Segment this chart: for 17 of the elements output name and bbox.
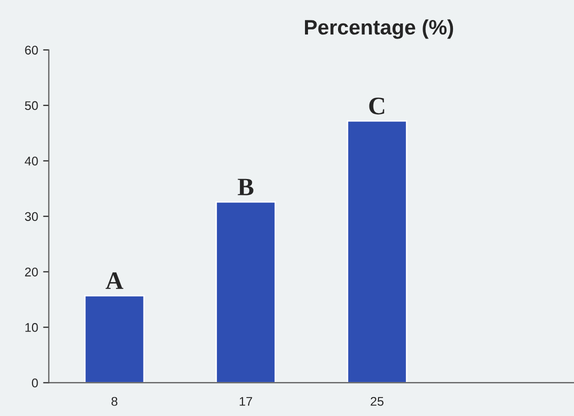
y-tick-label: 40: [24, 156, 38, 166]
x-tick-label: 8: [112, 396, 118, 406]
y-tick-label: 50: [24, 101, 38, 110]
y-tick-label: 0: [32, 378, 38, 388]
y-tick-label: 60: [25, 46, 38, 55]
annotation: B: [238, 178, 254, 196]
bar: [216, 201, 276, 383]
bar: [84, 294, 145, 383]
annotation: C: [369, 98, 384, 114]
y-tick-label: 30: [24, 212, 38, 221]
annotation: A: [106, 272, 124, 289]
x-tick-label: 25: [370, 396, 384, 406]
y-tick-label: 20: [25, 268, 38, 276]
x-tick-label: 17: [240, 397, 252, 406]
bar: [346, 120, 408, 383]
chart-title: Percentage (%): [304, 19, 454, 39]
y-tick-label: 10: [25, 323, 38, 332]
